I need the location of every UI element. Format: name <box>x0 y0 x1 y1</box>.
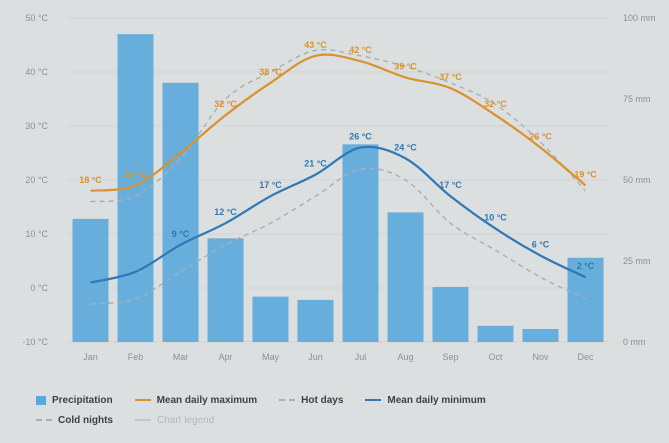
y-axis-left-tick: 50 °C <box>25 13 48 23</box>
bar-aug <box>387 212 424 342</box>
data-label-mean-daily-minimum: 2 °C <box>577 261 595 271</box>
data-label-mean-daily-minimum: 6 °C <box>532 240 550 250</box>
legend-item-mean-daily-minimum: Mean daily minimum <box>365 394 486 406</box>
x-axis-tick: Mar <box>173 352 189 362</box>
y-axis-right-tick: 0 mm <box>623 337 646 347</box>
data-label-mean-daily-maximum: 32 °C <box>214 99 237 109</box>
data-label-mean-daily-minimum: 24 °C <box>394 142 417 152</box>
legend-item-chart-legend: Chart legend <box>135 415 214 426</box>
legend-item-cold-nights: Cold nights <box>36 415 113 426</box>
y-axis-left-tick: 0 °C <box>30 283 48 293</box>
data-label-mean-daily-minimum: 9 °C <box>172 229 190 239</box>
legend-item-precipitation: Precipitation <box>36 395 113 406</box>
legend-swatch-precipitation <box>36 395 46 405</box>
bar-nov <box>522 329 559 342</box>
data-label-mean-daily-minimum: 26 °C <box>349 132 372 142</box>
bar-sep <box>432 286 469 342</box>
x-axis-tick: May <box>262 352 280 362</box>
data-label-mean-daily-maximum: 32 °C <box>484 99 507 109</box>
legend-item-mean-daily-maximum: Mean daily maximum <box>134 394 258 406</box>
bar-oct <box>477 325 514 342</box>
bar-jun <box>297 299 334 342</box>
series-line-hot-days <box>90 49 587 203</box>
series-line-mean-daily-minimum <box>90 145 586 284</box>
x-axis-tick: Jan <box>83 352 98 362</box>
legend-item-hot-days: Hot days <box>279 395 343 406</box>
x-axis-tick: Oct <box>488 352 503 362</box>
y-axis-left-tick: 10 °C <box>25 229 48 239</box>
y-axis-left-tick: -10 °C <box>22 337 48 347</box>
y-axis-left-tick: 20 °C <box>25 175 48 185</box>
data-label-mean-daily-maximum: 43 °C <box>304 40 327 50</box>
chart-legend: Precipitation Mean daily maximum Hot day… <box>36 390 656 430</box>
data-label-mean-daily-minimum: 12 °C <box>214 207 237 217</box>
series-line-mean-daily-maximum <box>90 53 587 192</box>
data-label-mean-daily-maximum: 18 °C <box>79 175 102 185</box>
y-axis-right-tick: 50 mm <box>623 175 651 185</box>
x-axis-tick: Jun <box>308 352 323 362</box>
legend-label-precipitation: Precipitation <box>52 394 113 406</box>
legend-label-mean-daily-minimum: Mean daily minimum <box>387 394 486 406</box>
y-axis-right-tick: 100 mm <box>623 13 656 23</box>
data-label-mean-daily-minimum: 17 °C <box>259 180 282 190</box>
y-axis-left-tick: 40 °C <box>25 67 48 77</box>
data-label-mean-daily-maximum: 37 °C <box>439 72 462 82</box>
y-axis-right-tick: 75 mm <box>623 94 651 104</box>
data-label-mean-daily-maximum: 38 °C <box>259 67 282 77</box>
y-axis-left-tick: 30 °C <box>25 121 48 131</box>
x-axis-tick: Dec <box>577 352 594 362</box>
data-label-mean-daily-minimum: 10 °C <box>484 213 507 223</box>
series-line-cold-nights <box>90 167 586 305</box>
x-axis-tick: Sep <box>442 352 458 362</box>
data-label-mean-daily-maximum: 39 °C <box>394 61 417 71</box>
data-label-mean-daily-minimum: 17 °C <box>439 180 462 190</box>
legend-swatch-mean-daily-maximum <box>134 399 151 401</box>
legend-swatch-chart-legend <box>135 419 151 421</box>
data-label-mean-daily-maximum: 42 °C <box>349 45 372 55</box>
data-label-mean-daily-maximum: 19 °C <box>124 169 147 179</box>
data-label-mean-daily-maximum: 19 °C <box>574 169 597 179</box>
x-axis-tick: Apr <box>218 352 232 362</box>
chart-canvas: -10 °C 0 °C 10 °C 20 °C 30 °C 40 °C 50 °C 0 mm 2… <box>22 13 656 362</box>
bar-apr <box>207 238 244 342</box>
x-axis-tick: Aug <box>397 352 413 362</box>
bar-may <box>252 296 289 342</box>
legend-label-mean-daily-maximum: Mean daily maximum <box>156 394 258 406</box>
legend-swatch-cold-nights <box>36 419 52 421</box>
legend-swatch-mean-daily-minimum <box>365 399 382 401</box>
x-axis-tick: Jul <box>355 352 367 362</box>
x-axis-tick: Feb <box>128 352 144 362</box>
legend-label-cold-nights: Cold nights <box>58 414 113 426</box>
legend-label-chart-legend: Chart legend <box>157 414 215 426</box>
data-label-mean-daily-maximum: 26 °C <box>529 132 552 142</box>
y-axis-right-tick: 25 mm <box>623 256 651 266</box>
legend-label-hot-days: Hot days <box>301 394 344 406</box>
bar-jul <box>342 144 379 342</box>
x-axis-tick: Nov <box>532 352 549 362</box>
data-label-mean-daily-minimum: 21 °C <box>304 159 327 169</box>
bar-mar <box>162 82 199 343</box>
legend-swatch-hot-days <box>279 399 296 401</box>
